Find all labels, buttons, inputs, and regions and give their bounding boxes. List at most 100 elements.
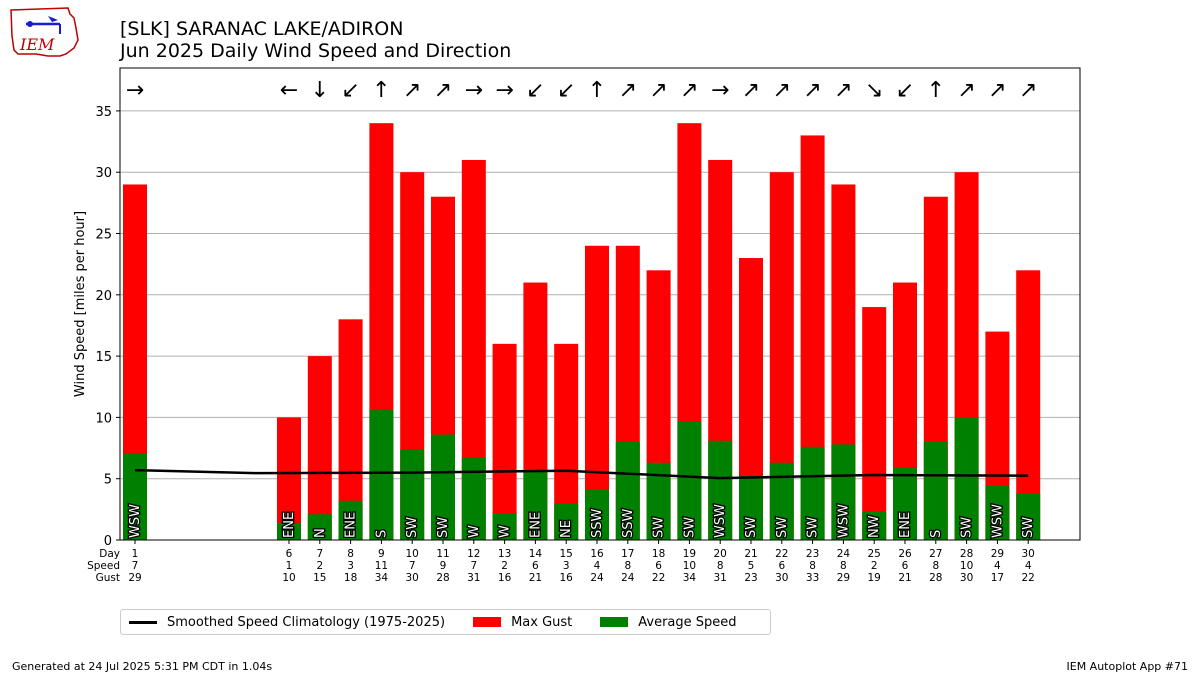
wind-direction-arrow: ↗ xyxy=(619,78,637,103)
x-tick-label: 6 xyxy=(902,560,909,572)
x-tick-label: 22 xyxy=(775,548,788,560)
x-tick-label: 21 xyxy=(529,572,542,584)
x-tick-label: 16 xyxy=(590,548,604,560)
direction-label: S xyxy=(374,530,389,538)
direction-label: SSW xyxy=(621,508,636,538)
wind-direction-arrow: → xyxy=(126,78,144,103)
x-tick-label: 7 xyxy=(470,560,477,572)
direction-label: W xyxy=(467,525,482,538)
x-tick-label: 28 xyxy=(436,572,449,584)
x-tick-label: 16 xyxy=(498,572,512,584)
chart-title: [SLK] SARANAC LAKE/ADIRON xyxy=(120,18,404,40)
x-tick-label: 16 xyxy=(560,572,574,584)
x-tick-label: 10 xyxy=(282,572,295,584)
x-row-label: Gust xyxy=(96,572,120,584)
x-tick-label: 2 xyxy=(871,560,878,572)
wind-direction-arrow: ↗ xyxy=(680,78,698,103)
x-tick-label: 14 xyxy=(529,548,543,560)
x-tick-label: 20 xyxy=(714,548,727,560)
x-tick-label: 21 xyxy=(744,548,757,560)
direction-label: SSW xyxy=(590,508,605,538)
x-tick-label: 24 xyxy=(837,548,851,560)
wind-direction-arrow: ↗ xyxy=(434,78,452,103)
x-tick-label: 15 xyxy=(313,572,326,584)
x-tick-label: 17 xyxy=(621,548,634,560)
direction-label: SW xyxy=(744,517,759,538)
x-tick-label: 18 xyxy=(344,572,357,584)
legend-item-max-gust: Max Gust xyxy=(473,615,572,630)
gust-bar xyxy=(1016,270,1041,540)
x-tick-label: 30 xyxy=(1022,548,1035,560)
avg-speed-bar xyxy=(708,440,733,540)
x-tick-label: 9 xyxy=(440,560,447,572)
x-tick-label: 28 xyxy=(960,548,973,560)
x-tick-label: 27 xyxy=(929,548,942,560)
x-row-label: Day xyxy=(99,548,120,560)
x-tick-label: 1 xyxy=(286,560,293,572)
x-tick-label: 29 xyxy=(991,548,1004,560)
x-tick-label: 34 xyxy=(375,572,389,584)
x-tick-label: 24 xyxy=(590,572,604,584)
wind-direction-arrow: ↗ xyxy=(649,78,667,103)
x-tick-label: 21 xyxy=(898,572,911,584)
x-tick-label: 31 xyxy=(467,572,480,584)
direction-label: SW xyxy=(652,517,667,538)
wind-direction-arrow: ← xyxy=(280,78,298,103)
x-tick-label: 2 xyxy=(316,560,323,572)
avg-speed-bar xyxy=(923,441,948,540)
gust-bar xyxy=(492,343,517,540)
logo-text: IEM xyxy=(19,35,55,54)
wind-direction-arrow: ↑ xyxy=(927,78,945,103)
x-tick-label: 30 xyxy=(406,572,419,584)
chart-legend: Smoothed Speed Climatology (1975-2025) M… xyxy=(120,609,771,635)
y-tick-label: 30 xyxy=(95,166,112,181)
x-tick-label: 10 xyxy=(406,548,419,560)
direction-label: WSW xyxy=(836,504,851,538)
gust-bar xyxy=(862,307,887,540)
x-tick-label: 8 xyxy=(840,560,847,572)
wind-direction-arrow: ↙ xyxy=(557,78,575,103)
y-tick-label: 25 xyxy=(95,228,112,243)
wind-direction-arrow: → xyxy=(495,78,513,103)
wind-direction-arrow: → xyxy=(711,78,729,103)
x-tick-label: 8 xyxy=(809,560,816,572)
x-tick-label: 3 xyxy=(563,560,570,572)
direction-label: ENE xyxy=(528,512,543,538)
legend-label-avg: Average Speed xyxy=(638,614,737,630)
x-tick-label: 25 xyxy=(868,548,881,560)
gust-bar xyxy=(307,356,332,540)
direction-label: NE xyxy=(559,520,574,538)
x-tick-label: 6 xyxy=(286,548,293,560)
x-tick-label: 10 xyxy=(960,560,973,572)
avg-speed-bar xyxy=(800,446,825,540)
x-tick-label: 33 xyxy=(806,572,819,584)
legend-item-average-speed: Average Speed xyxy=(600,614,737,630)
direction-label: SW xyxy=(405,517,420,538)
avg-speed-bar xyxy=(831,444,856,540)
avg-speed-bar xyxy=(585,489,609,540)
x-tick-label: 8 xyxy=(932,560,939,572)
x-tick-label: 8 xyxy=(347,548,354,560)
wind-direction-arrow: ↗ xyxy=(803,78,821,103)
x-tick-label: 11 xyxy=(436,548,449,560)
x-tick-label: 15 xyxy=(560,548,573,560)
x-tick-label: 6 xyxy=(778,560,785,572)
x-tick-label: 11 xyxy=(375,560,388,572)
gust-bar xyxy=(277,417,301,540)
avg-speed-bar xyxy=(677,421,702,540)
avg-speed-bar xyxy=(985,486,1010,540)
x-tick-label: 12 xyxy=(467,548,480,560)
direction-label: ENE xyxy=(344,512,359,538)
legend-swatch-avg xyxy=(600,617,629,627)
x-tick-label: 13 xyxy=(498,548,511,560)
avg-speed-bar xyxy=(615,441,640,540)
avg-speed-bar xyxy=(369,410,394,540)
avg-speed-bar xyxy=(523,470,548,540)
avg-speed-bar xyxy=(400,449,425,540)
x-tick-label: 19 xyxy=(868,572,881,584)
avg-speed-bar xyxy=(739,475,763,540)
x-tick-label: 8 xyxy=(624,560,631,572)
avg-speed-bar xyxy=(554,503,579,540)
x-tick-label: 7 xyxy=(316,548,323,560)
wind-direction-arrow: ↗ xyxy=(742,78,760,103)
